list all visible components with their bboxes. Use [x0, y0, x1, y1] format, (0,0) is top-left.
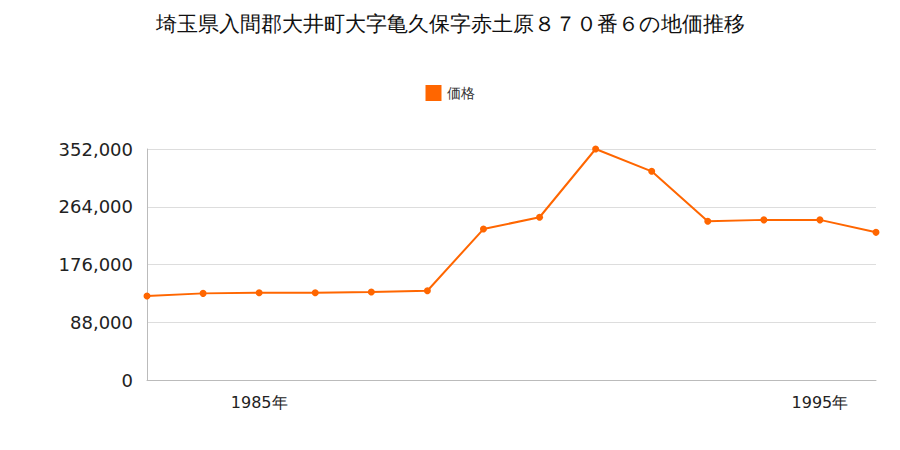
- svg-text:1995年: 1995年: [792, 393, 849, 412]
- svg-text:176,000: 176,000: [59, 254, 133, 275]
- svg-text:埼玉県入間郡大井町大字亀久保字赤土原８７０番６の地価推移: 埼玉県入間郡大井町大字亀久保字赤土原８７０番６の地価推移: [155, 12, 745, 36]
- svg-text:264,000: 264,000: [59, 196, 133, 217]
- svg-text:価格: 価格: [447, 85, 475, 101]
- svg-text:352,000: 352,000: [59, 139, 133, 160]
- svg-text:0: 0: [122, 370, 133, 391]
- svg-text:1985年: 1985年: [231, 393, 288, 412]
- svg-text:88,000: 88,000: [70, 312, 133, 333]
